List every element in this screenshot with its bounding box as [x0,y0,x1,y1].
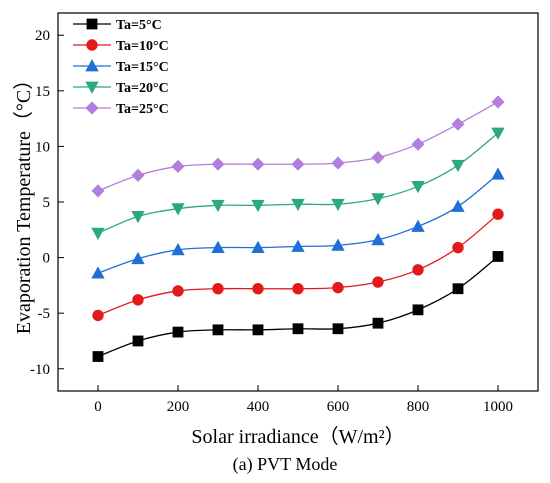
data-point [91,184,105,198]
data-point [132,294,144,306]
y-axis-title: Evaporation Temperature（°C） [12,70,35,334]
data-point [171,203,185,216]
y-tick-label: -5 [38,306,51,322]
legend-marker [85,59,99,72]
data-point [252,324,264,336]
legend-label: Ta=10°C [116,39,169,54]
series-line [97,255,499,358]
y-tick-label: 0 [43,251,51,267]
x-tick-label: 600 [327,399,350,415]
series-3 [91,167,505,279]
data-point [372,317,384,329]
data-point [251,157,265,171]
series-4 [91,127,505,240]
data-point [171,159,185,173]
x-tick-label: 0 [94,399,102,415]
data-point [91,227,105,240]
data-point [91,266,105,279]
data-point [212,283,224,295]
data-point [492,251,504,262]
legend-label: Ta=5°C [116,18,162,33]
data-point [371,150,385,165]
data-point [171,242,185,256]
data-point [131,251,145,265]
data-point [251,199,265,213]
data-point [331,238,345,251]
data-point [491,167,505,180]
x-tick-label: 1000 [483,399,513,415]
data-point [292,283,304,295]
x-tick-label: 400 [247,399,270,415]
data-point [452,283,464,295]
series-1 [92,251,504,362]
data-point [211,199,225,213]
data-point [371,193,385,206]
data-point [92,351,104,362]
series-5 [91,95,505,198]
data-point [132,335,144,347]
data-point [292,323,304,335]
data-point [451,199,465,212]
legend-marker [86,18,98,30]
legend-label: Ta=20°C [116,81,169,96]
data-point [211,157,225,171]
y-tick-label: -10 [30,362,50,378]
legend-item: Ta=20°C [73,81,169,96]
data-point [451,117,465,131]
legend-item: Ta=25°C [73,101,169,117]
y-tick-label: 15 [35,84,50,100]
series-layer [91,95,505,362]
chart-caption: (a) PVT Mode [233,454,338,475]
data-point [492,208,504,220]
data-point [372,276,384,288]
data-point [291,157,305,171]
x-tick-label: 200 [167,399,190,415]
data-point [331,156,345,170]
data-point [411,219,425,232]
data-point [332,281,344,294]
series-2 [92,208,504,322]
legend-item: Ta=10°C [73,39,169,54]
data-point [172,285,184,297]
data-point [451,159,465,173]
legend-label: Ta=15°C [116,60,169,75]
legend-item: Ta=15°C [73,59,169,75]
legend-label: Ta=25°C [116,102,169,117]
legend-marker [85,101,99,115]
data-point [172,326,184,338]
data-point [452,241,464,254]
data-point [491,127,505,140]
y-tick-label: 5 [43,195,51,211]
data-point [412,264,424,276]
x-tick-label: 800 [407,399,430,415]
data-point [291,198,305,212]
data-point [212,324,224,336]
data-point [291,239,305,252]
data-point [211,240,225,253]
legend-marker [86,39,98,51]
data-point [251,240,265,253]
data-point [411,137,425,151]
legend-item: Ta=5°C [73,18,162,33]
data-point [131,168,145,182]
y-tick-label: 20 [35,28,50,44]
axis-ticks: 0 200 400 600 800 1000 -10 -5 0 5 10 15 20 [30,28,513,415]
data-point [411,181,425,194]
x-axis-title: Solar irradiance（W/m²） [191,425,404,448]
data-point [252,283,264,295]
data-point [371,232,385,246]
y-tick-label: 10 [35,139,50,155]
series-line [97,173,499,274]
data-point [92,309,104,322]
data-point [131,211,145,224]
legend: Ta=5°C Ta=10°C Ta=15°C Ta=20°C Ta=25°C [73,18,169,117]
data-point [412,304,424,316]
data-point [331,198,345,212]
data-point [332,323,344,335]
legend-marker [85,81,99,94]
data-point [491,95,505,109]
